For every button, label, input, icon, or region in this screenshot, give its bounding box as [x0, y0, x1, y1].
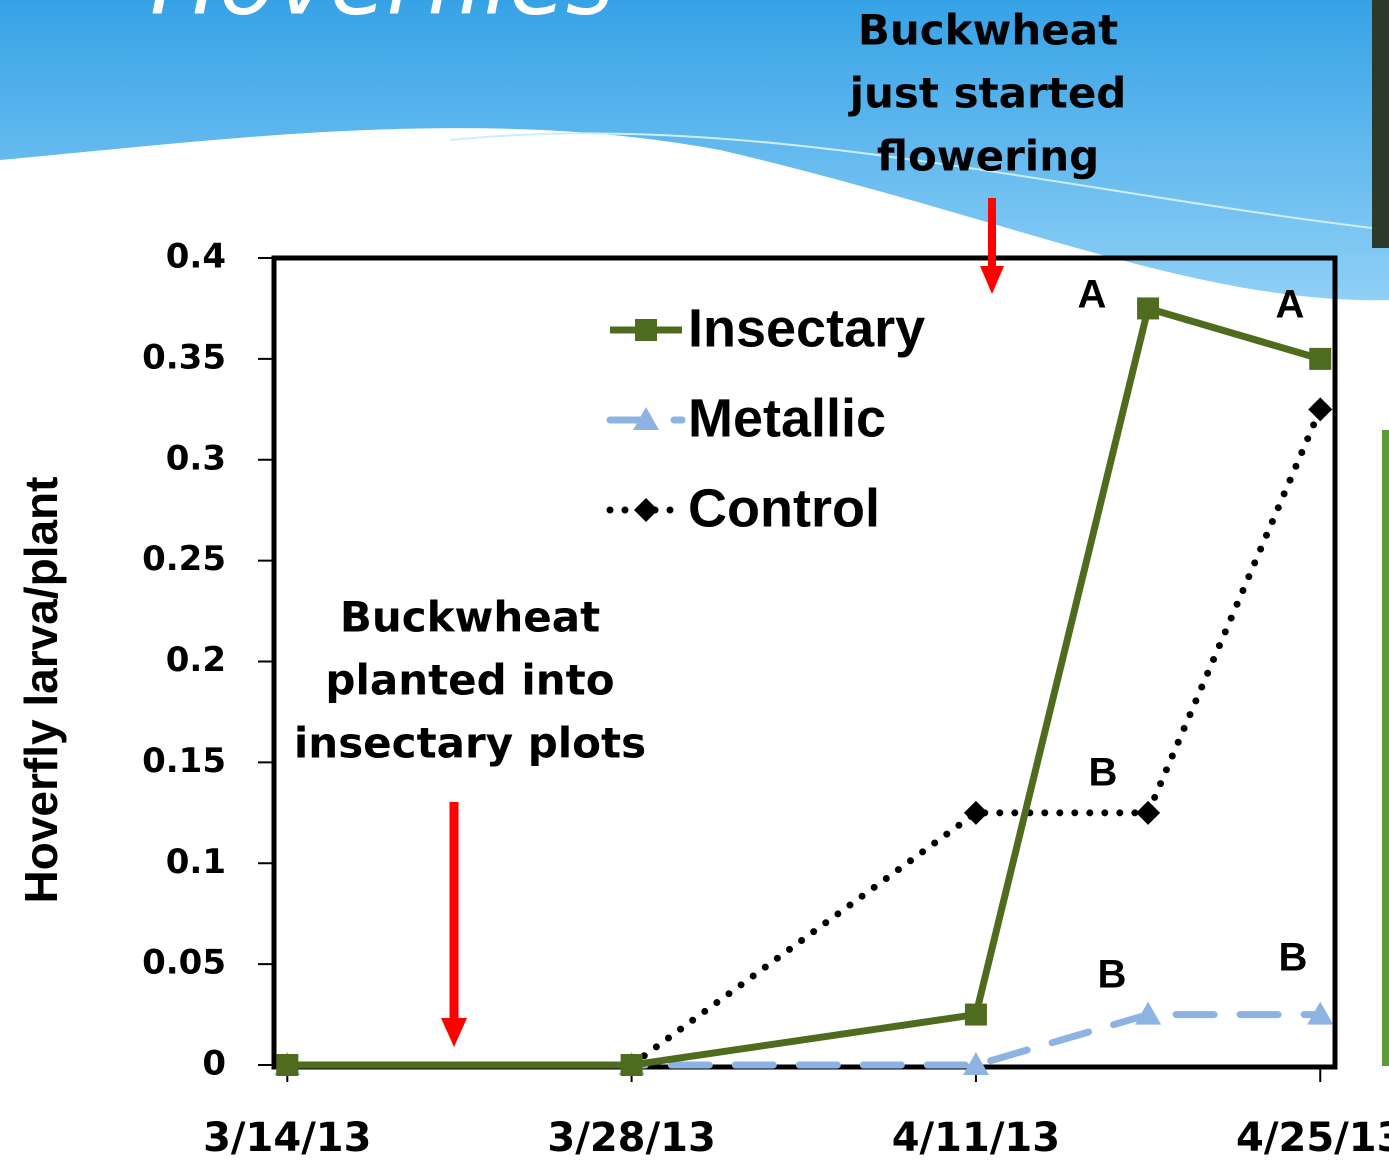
legend-label: Metallic: [688, 388, 886, 448]
data-point: [1308, 397, 1332, 421]
significance-letter: A: [1078, 273, 1107, 317]
y-tick-label: 0.1: [166, 842, 226, 882]
photo-right: [1382, 430, 1389, 1066]
annotation: flowering: [877, 132, 1099, 181]
significance-letter: A: [1276, 283, 1305, 327]
y-tick-label: 0.4: [166, 237, 226, 277]
data-point: [965, 1004, 987, 1026]
x-tick-label: 4/25/13: [1236, 1115, 1389, 1161]
data-point: [1137, 297, 1159, 319]
legend-marker: [634, 498, 658, 522]
data-point: [276, 1054, 298, 1076]
significance-letter: B: [1098, 953, 1127, 997]
y-tick-label: 0.3: [166, 438, 226, 478]
slide: Hoverflies Hoverfly larva/plant 0 0.05 0.1…: [0, 0, 1389, 1162]
y-tick-label: 0.15: [142, 741, 226, 781]
page: Hoverflies Hoverfly larva/plant 0 0.05 0.1…: [0, 0, 1389, 1162]
data-point: [1136, 801, 1160, 825]
data-point: [621, 1054, 643, 1076]
annotation: planted into: [325, 656, 614, 705]
significance-letter: B: [1089, 751, 1118, 795]
slide-title: Hoverflies: [150, 0, 614, 35]
annotation: Buckwheat: [340, 593, 600, 642]
annotation: insectary plots: [294, 719, 646, 768]
photo-top: [1372, 0, 1389, 248]
annotation: just started: [848, 69, 1127, 118]
legend-label: Control: [688, 478, 880, 538]
significance-letter: B: [1279, 936, 1308, 980]
x-tick-label: 4/11/13: [892, 1115, 1060, 1161]
legend-label: Insectary: [688, 298, 925, 358]
y-tick-label: 0: [202, 1044, 226, 1084]
data-point: [1135, 1002, 1161, 1025]
y-tick-label: 0.25: [142, 539, 226, 579]
annotation: Buckwheat: [858, 6, 1118, 55]
data-point: [964, 801, 988, 825]
x-tick-label: 3/14/13: [203, 1115, 371, 1161]
y-tick-label: 0.2: [166, 640, 226, 680]
y-tick-label: 0.05: [142, 943, 226, 983]
y-tick-label: 0.35: [142, 337, 226, 377]
y-axis-label: Hoverfly larva/plant: [15, 477, 67, 904]
data-point: [1309, 348, 1331, 370]
x-tick-label: 3/28/13: [547, 1115, 715, 1161]
legend-marker: [635, 319, 657, 341]
